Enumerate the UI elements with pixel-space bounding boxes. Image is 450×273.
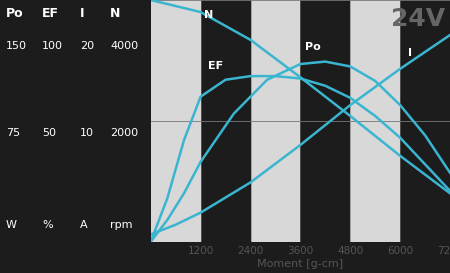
Text: I: I	[409, 48, 413, 58]
Text: 20: 20	[80, 41, 94, 51]
Bar	[350, 0, 400, 242]
Text: 75: 75	[6, 128, 20, 138]
Text: 10: 10	[80, 128, 94, 138]
Text: %: %	[42, 219, 53, 230]
Text: rpm: rpm	[110, 219, 133, 230]
Text: I: I	[80, 7, 85, 20]
Bar	[251, 0, 301, 242]
Text: 100: 100	[42, 41, 63, 51]
Text: N: N	[204, 10, 213, 20]
Text: EF: EF	[208, 61, 223, 71]
Text: Po: Po	[6, 7, 24, 20]
Bar	[151, 0, 201, 242]
Text: 4000: 4000	[110, 41, 138, 51]
Text: 50: 50	[42, 128, 56, 138]
Text: A: A	[80, 219, 87, 230]
Bar	[201, 0, 251, 242]
Bar	[400, 0, 450, 242]
X-axis label: Moment [g-cm]: Moment [g-cm]	[257, 259, 343, 269]
Text: 2000: 2000	[110, 128, 138, 138]
Text: N: N	[110, 7, 121, 20]
Text: EF: EF	[42, 7, 59, 20]
Text: Po: Po	[305, 41, 320, 52]
Text: 24V: 24V	[392, 7, 446, 31]
Bar	[301, 0, 350, 242]
Text: 150: 150	[6, 41, 27, 51]
Text: W: W	[6, 219, 17, 230]
